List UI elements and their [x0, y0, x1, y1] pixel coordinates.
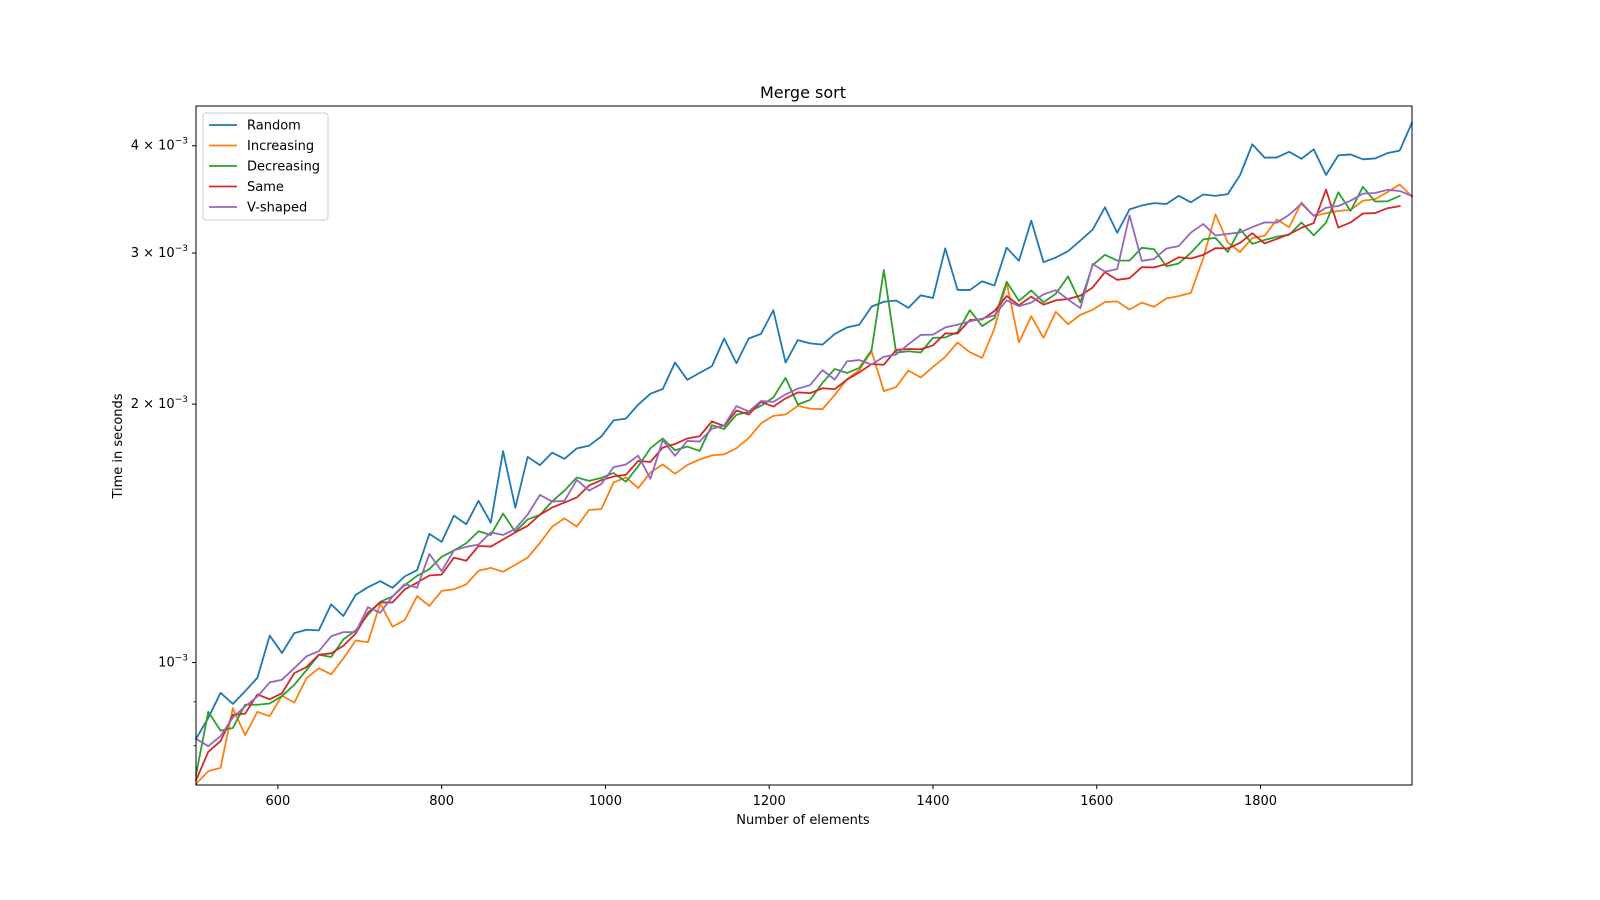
legend: Random Increasing Decreasing Same V-shaped	[202, 112, 329, 221]
y-tick-label: 2 × 10−3	[131, 395, 188, 412]
y-tick-label: 3 × 10−3	[131, 244, 188, 261]
x-axis-label: Number of elements	[736, 813, 870, 828]
x-tick-label: 600	[265, 794, 290, 809]
x-tick-label: 1200	[753, 794, 786, 809]
legend-label: Same	[247, 180, 284, 195]
legend-label: Decreasing	[247, 160, 320, 175]
series-line-random	[194, 121, 1414, 741]
legend-label: V-shaped	[247, 201, 307, 216]
x-tick-label: 800	[429, 794, 454, 809]
y-axis-label: Time in seconds	[111, 393, 126, 499]
x-tick-label: 1400	[916, 794, 949, 809]
y-axis: 10−3 2 × 10−3 3 × 10−3 4 × 10−3	[131, 137, 196, 747]
legend-label: Random	[247, 119, 301, 134]
y-tick-label: 4 × 10−3	[131, 137, 188, 154]
chart-title: Merge sort	[760, 83, 846, 102]
series-line-increasing	[194, 183, 1414, 786]
series-line-same	[194, 188, 1401, 782]
plot-area	[194, 105, 1414, 786]
x-tick-label: 1800	[1244, 794, 1277, 809]
series-line-v-shaped	[194, 188, 1414, 748]
y-tick-label: 10−3	[158, 654, 188, 671]
series-layer	[194, 121, 1414, 786]
axes-frame	[195, 105, 1413, 786]
x-axis: 600 800 1000 1200 1400 1600 1800	[265, 785, 1277, 809]
legend-label: Increasing	[247, 139, 314, 154]
axes-background	[196, 106, 1412, 785]
x-tick-label: 1000	[589, 794, 622, 809]
legend-box	[202, 112, 329, 221]
x-tick-label: 1600	[1080, 794, 1113, 809]
